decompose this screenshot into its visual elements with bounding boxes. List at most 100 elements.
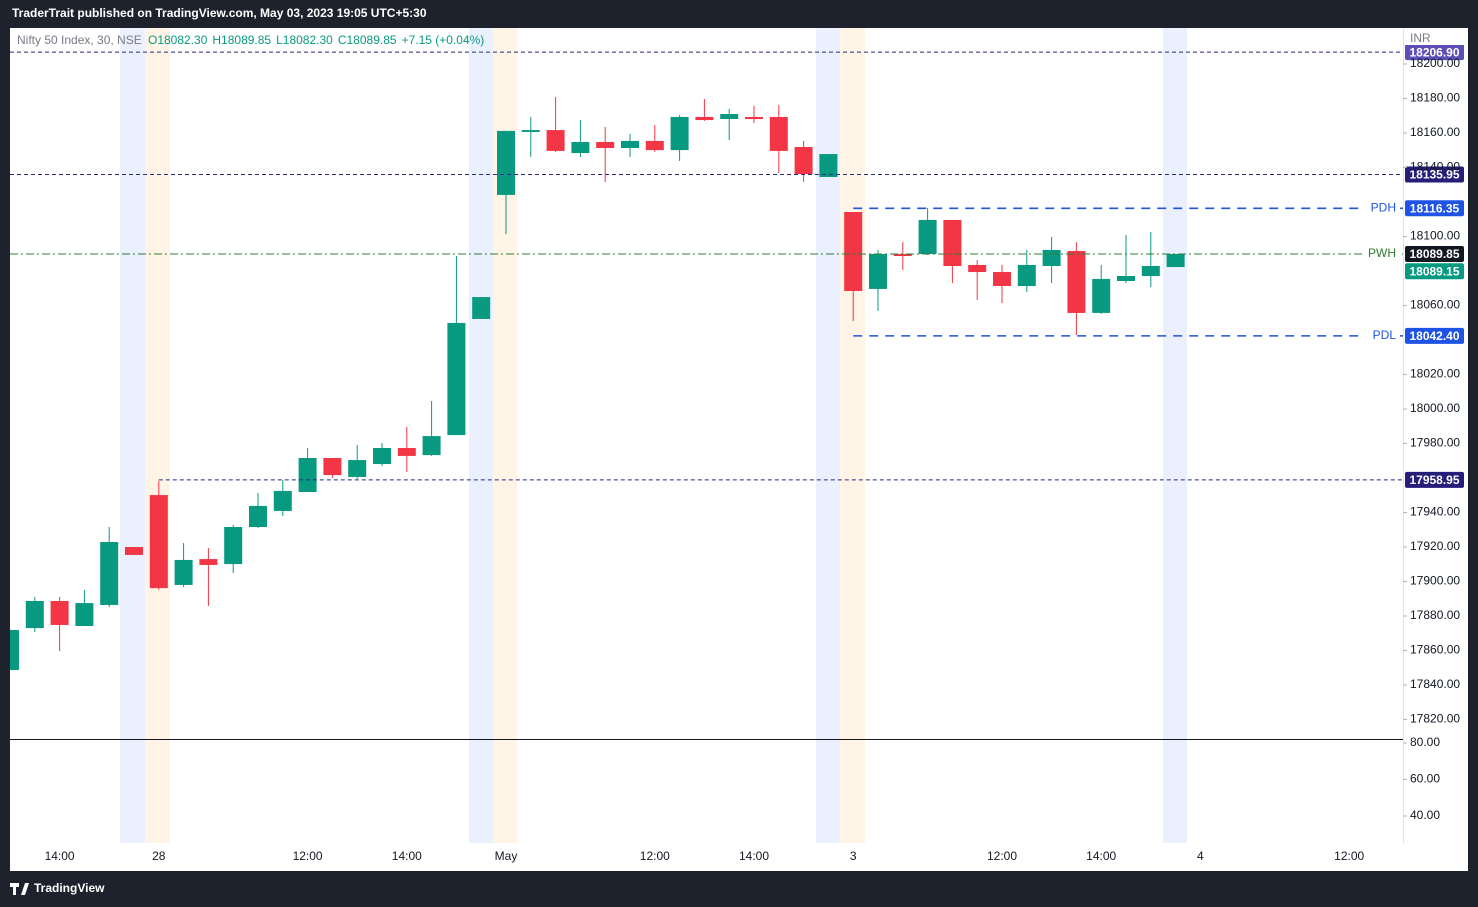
candle-body: [273, 490, 292, 511]
candle-body: [323, 457, 342, 476]
legend-value: +7.15 (+0.04%): [402, 33, 485, 47]
level-name: PDL: [1373, 328, 1397, 342]
candle-body: [1141, 266, 1160, 277]
y-tick-label: 17820.00: [1410, 712, 1460, 726]
candle-body: [373, 447, 391, 465]
candle-body: [1042, 249, 1061, 267]
candle-body: [844, 212, 863, 292]
price-badge-label: 18089.85: [1409, 247, 1459, 261]
session-band: [1163, 28, 1187, 843]
price-badge: [1405, 471, 1464, 488]
price-badge: [1405, 327, 1464, 344]
candle-body: [149, 495, 168, 589]
candle-body: [199, 559, 218, 565]
legend-value: C18089.85: [338, 33, 397, 47]
candle-body: [50, 600, 69, 625]
candle-body: [943, 219, 962, 267]
y-tick-label: 17880.00: [1410, 608, 1460, 622]
candle-body: [1117, 276, 1135, 282]
session-band: [816, 28, 840, 843]
candles: [10, 96, 1185, 670]
candle-body: [645, 140, 664, 151]
header-title: TraderTrait published on TradingView.com…: [12, 6, 427, 20]
candle-body: [224, 526, 243, 565]
candle-body: [75, 603, 94, 627]
footer-brand: TradingView: [34, 881, 105, 895]
candle-body: [670, 116, 689, 151]
legend-value: L18082.30: [276, 33, 333, 47]
candle-body: [794, 146, 813, 175]
currency-backing: [1405, 30, 1465, 45]
y-tick-label: 17980.00: [1410, 436, 1460, 450]
x-tick-label: 12:00: [640, 849, 670, 863]
chart-area: [10, 28, 1468, 871]
y2-tick-label: 80.00: [1410, 735, 1440, 749]
y-tick-label: 18020.00: [1410, 367, 1460, 381]
y-tick-label: 18140.00: [1410, 160, 1460, 174]
y-tick-label: 18180.00: [1410, 91, 1460, 105]
candle-body: [993, 272, 1011, 287]
candle-body: [720, 114, 739, 120]
candle-body: [695, 116, 714, 121]
x-tick-label: 14:00: [45, 849, 75, 863]
y-tick-label: 17940.00: [1410, 505, 1460, 519]
price-badge-label: 18116.35: [1410, 201, 1460, 215]
y-tick-label: 17900.00: [1410, 574, 1460, 588]
candle-body: [422, 436, 441, 456]
logo-mark: [10, 883, 29, 895]
price-badge: [1405, 200, 1464, 217]
last-price-label: 18089.15: [1409, 264, 1459, 278]
legend-symbol: Nifty 50 Index, 30, NSE: [17, 33, 142, 47]
candle-body: [745, 116, 763, 120]
candle-body: [1166, 254, 1185, 268]
y-tick-label: 18060.00: [1410, 298, 1460, 312]
level-name-backing: [1364, 247, 1400, 262]
footer-logo: [10, 883, 29, 895]
x-tick-label: 14:00: [392, 849, 422, 863]
candle-body: [1067, 250, 1086, 313]
price-badge-label: 18135.95: [1409, 168, 1459, 182]
levels: 18206.90 18135.95 PDH 18116.35 PWH 18089.85 PD…: [10, 44, 1464, 488]
last-price-badge: [1405, 263, 1464, 280]
candle-body: [249, 505, 267, 527]
candle-body: [596, 141, 615, 149]
candle-body: [1017, 264, 1036, 287]
candle-body: [298, 457, 317, 492]
x-tick-label: May: [495, 849, 518, 863]
x-tick-label: 12:00: [1334, 849, 1364, 863]
price-badge: [1405, 246, 1464, 263]
candle-body: [769, 116, 788, 151]
candle-body: [397, 447, 416, 456]
x-tick-label: 14:00: [1086, 849, 1116, 863]
session-band: [469, 28, 493, 843]
price-badge: [1405, 44, 1464, 61]
candle-body: [174, 559, 193, 585]
x-tick-label: 12:00: [987, 849, 1017, 863]
candle-body: [968, 264, 987, 273]
candle-body: [125, 547, 143, 555]
y-tick-label: 18160.00: [1410, 125, 1460, 139]
session-band: [120, 28, 145, 843]
level-name: PWH: [1368, 246, 1396, 260]
y2-tick-label: 60.00: [1410, 772, 1440, 786]
x-tick-label: 28: [152, 849, 166, 863]
price-badge-label: 18206.90: [1409, 45, 1459, 59]
candle-body: [10, 629, 19, 670]
candle-body: [621, 140, 639, 149]
x-tick-label: 3: [850, 849, 857, 863]
y-tick-label: 18000.00: [1410, 401, 1460, 415]
session-band: [145, 28, 170, 843]
session-band: [840, 28, 865, 843]
candle-body: [869, 253, 887, 289]
axes: 18200.00 18180.00 18160.00 18140.00 18100.00…: [45, 56, 1461, 863]
candle-body: [546, 130, 565, 151]
candle-body: [25, 600, 44, 629]
level-name: PDH: [1371, 200, 1396, 214]
price-badge-label: 17958.95: [1409, 473, 1459, 487]
level-name-backing: [1364, 328, 1400, 343]
currency-label: INR: [1410, 31, 1431, 45]
candle-body: [348, 460, 367, 477]
candle-body: [497, 130, 515, 195]
